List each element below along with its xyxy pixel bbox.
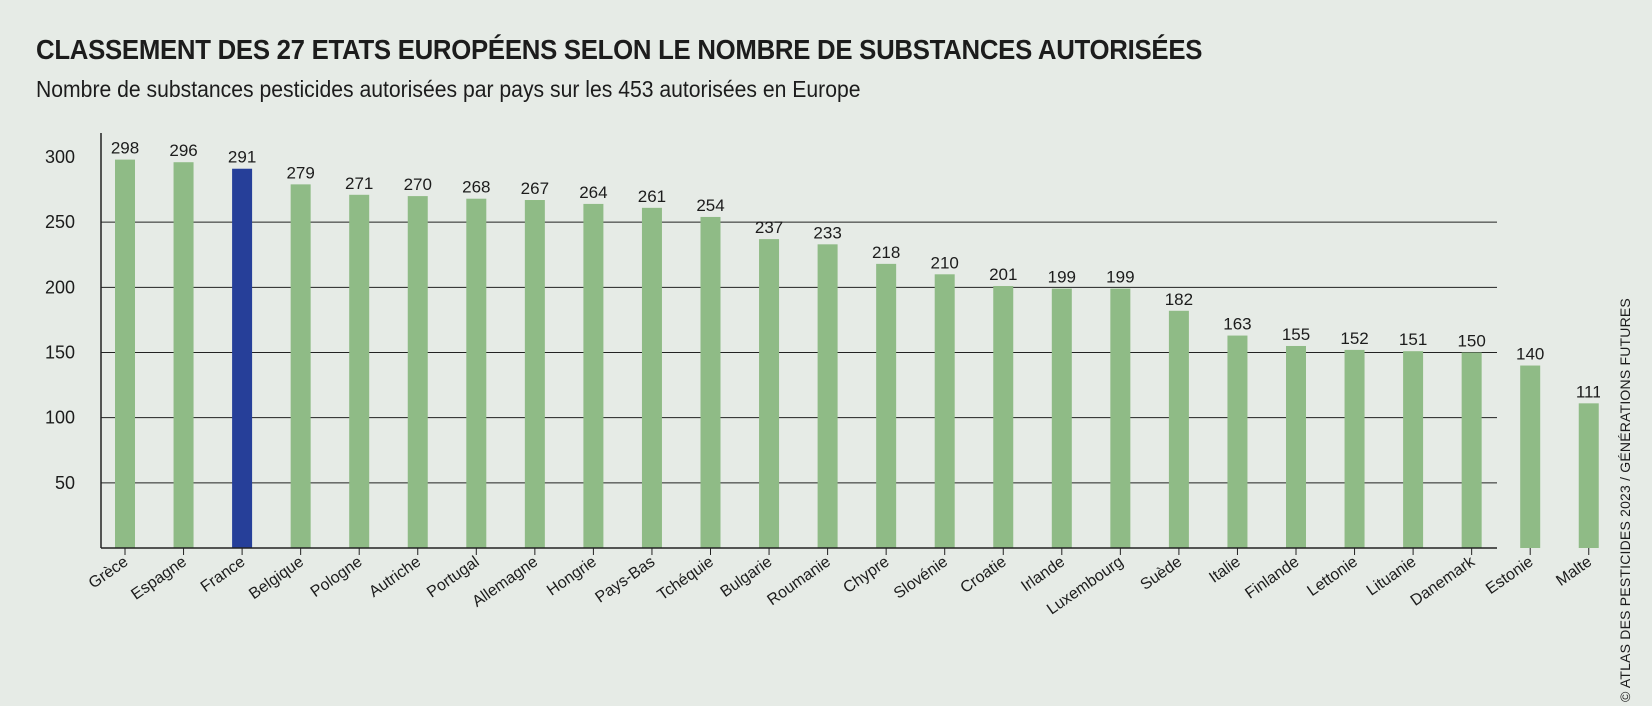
value-label: 261: [638, 187, 666, 206]
value-label: 199: [1048, 268, 1076, 287]
bar-espagne: [173, 162, 194, 549]
bar-belgique: [290, 184, 311, 548]
value-label: 155: [1282, 325, 1310, 344]
bar-chart: 50 100 150 200 250 300 298 Grèce 296 Espagne 291 Fr…: [45, 133, 1600, 618]
bar-malte: [1578, 403, 1599, 548]
x-tick-label: Malte: [1553, 553, 1595, 589]
gridlines: [101, 221, 1497, 484]
x-tick-label: Grèce: [86, 553, 132, 592]
value-label: 233: [813, 223, 841, 242]
x-tick-label: Espagne: [128, 553, 190, 603]
x-tick-label: Danemark: [1408, 553, 1479, 610]
chart-title: CLASSEMENT DES 27 ETATS EUROPÉENS SELON …: [36, 34, 1203, 65]
x-tick-label: France: [198, 553, 249, 596]
y-tick-label: 50: [55, 473, 75, 493]
value-label: 182: [1165, 290, 1193, 309]
bar-chypre: [876, 263, 897, 548]
bar-france: [232, 168, 253, 549]
value-label: 291: [228, 148, 256, 167]
axes: [100, 133, 1590, 555]
x-tick-label: Lettonie: [1304, 553, 1360, 600]
value-label: 140: [1516, 345, 1544, 364]
x-tick-label: Suède: [1138, 553, 1186, 594]
x-tick-label: Pays-Bas: [592, 553, 658, 606]
value-label: 201: [989, 265, 1017, 284]
x-tick-label: Belgique: [246, 553, 307, 603]
x-tick-label: Pologne: [308, 553, 366, 601]
value-label: 271: [345, 174, 373, 193]
x-tick-label: Italie: [1206, 553, 1244, 586]
bar-slovénie: [934, 274, 955, 548]
bar-autriche: [407, 196, 428, 548]
value-label: 152: [1340, 329, 1368, 348]
y-tick-label: 200: [45, 277, 75, 297]
bar-portugal: [466, 198, 487, 548]
bar-allemagne: [524, 200, 545, 548]
value-label: 163: [1223, 315, 1251, 334]
x-tick-label: Tchéquie: [655, 553, 717, 604]
bar-luxembourg: [1110, 288, 1131, 548]
value-label: 264: [579, 183, 607, 202]
value-label: 237: [755, 218, 783, 237]
bar-pologne: [349, 194, 370, 548]
value-label: 218: [872, 243, 900, 262]
y-tick-label: 300: [45, 147, 75, 167]
value-label: 150: [1457, 332, 1485, 351]
bar-suède: [1168, 310, 1189, 548]
bars: [115, 159, 1599, 549]
x-tick-label: Allemagne: [469, 553, 541, 610]
bar-tchéquie: [700, 216, 721, 548]
value-label: 254: [696, 196, 724, 215]
x-tick-label: Irlande: [1018, 553, 1068, 595]
bar-grèce: [115, 159, 135, 548]
bar-estonie: [1520, 365, 1541, 548]
bar-hongrie: [583, 203, 604, 549]
bar-italie: [1227, 335, 1248, 548]
x-tick-label: Estonie: [1483, 553, 1537, 598]
x-tick-label: Croatie: [958, 553, 1010, 597]
bar-irlande: [1051, 288, 1072, 548]
value-label: 296: [169, 141, 197, 160]
value-label: 111: [1576, 382, 1600, 401]
bar-finlande: [1286, 345, 1306, 548]
value-label: 199: [1106, 268, 1134, 287]
bar-danemark: [1461, 352, 1482, 548]
value-label: 279: [286, 163, 314, 182]
value-label: 268: [462, 178, 490, 197]
value-label: 270: [404, 175, 432, 194]
x-tick-label: Roumanie: [764, 553, 834, 609]
bar-bulgarie: [759, 239, 780, 549]
value-label: 267: [521, 179, 549, 198]
value-label: 298: [111, 139, 139, 158]
y-tick-label: 100: [45, 408, 75, 428]
bar-lettonie: [1344, 349, 1365, 548]
bar-lituanie: [1403, 351, 1424, 548]
y-tick-label: 250: [45, 212, 75, 232]
x-tick-label: Autriche: [366, 553, 424, 601]
source-credit: © ATLAS DES PESTICIDES 2023 / GÉNÉRATION…: [1617, 298, 1633, 702]
chart-subtitle: Nombre de substances pesticides autorisé…: [36, 76, 861, 102]
value-label: 151: [1399, 330, 1427, 349]
x-tick-label: Finlande: [1242, 553, 1302, 602]
y-tick-label: 150: [45, 343, 75, 363]
bar-croatie: [993, 286, 1014, 548]
bar-pays-bas: [641, 207, 662, 548]
bar-roumanie: [817, 244, 838, 548]
x-tick-label: Chypre: [840, 553, 892, 597]
x-tick-label: Slovénie: [891, 553, 951, 602]
value-label: 210: [931, 253, 959, 272]
